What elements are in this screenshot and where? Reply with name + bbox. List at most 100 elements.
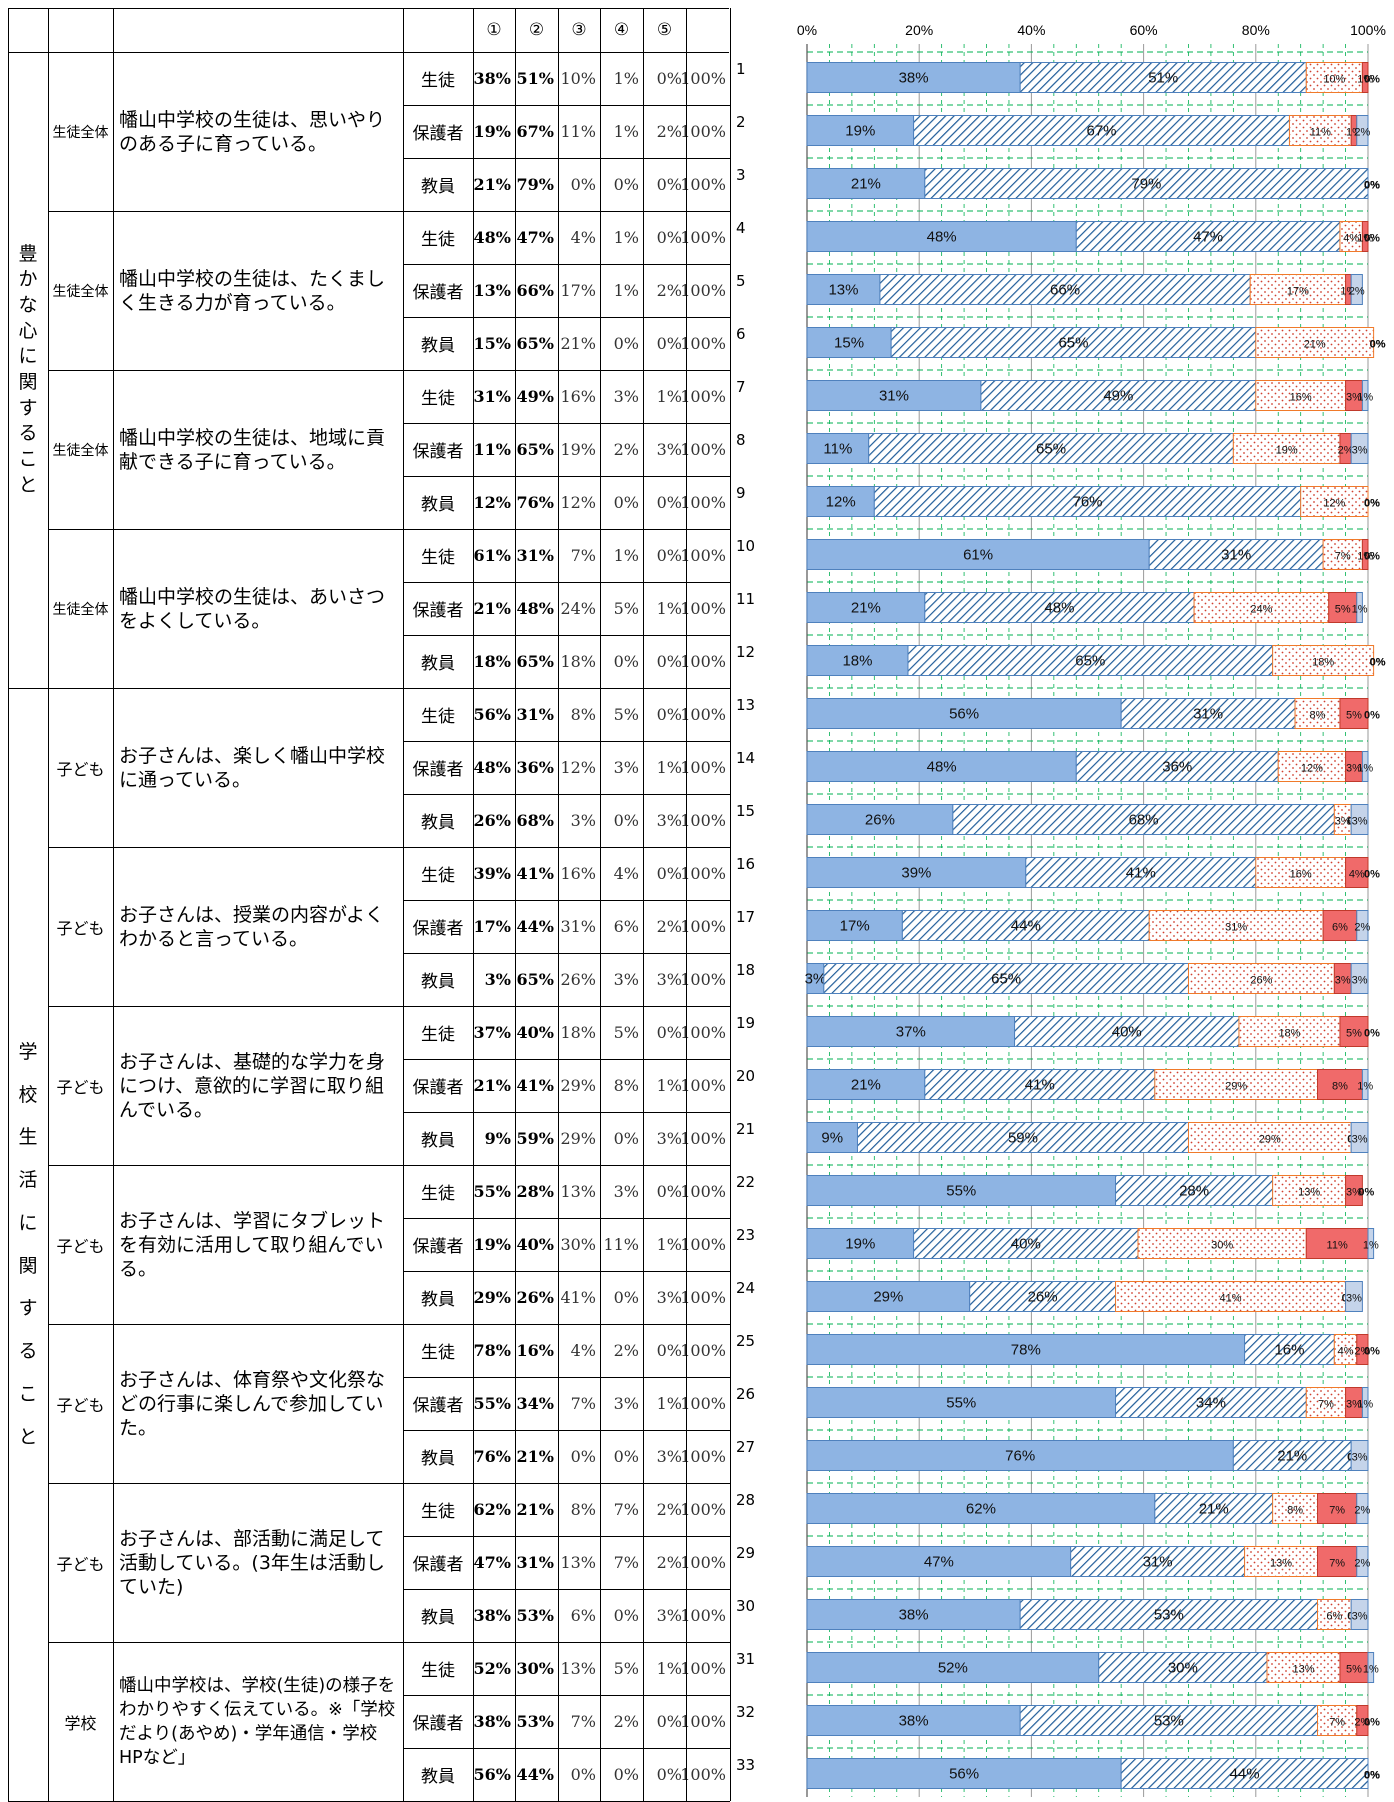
row-number: 2 [736,113,746,131]
choice-percentage: 30% [516,1659,554,1678]
choice-percentage: 3% [656,970,682,989]
data-label: 12% [826,494,856,511]
data-label: 17% [1287,286,1309,298]
choice-percentage: 3% [613,758,639,777]
section-label-char: な [18,294,38,317]
bar-segment [924,168,1369,199]
grid-line-h [48,846,730,848]
data-label: 24% [1250,604,1272,616]
choice-percentage: 1% [656,599,682,618]
choice-percentage: 38% [473,1712,511,1731]
data-label: 21% [1199,1501,1229,1518]
grid-line-h [48,1482,730,1484]
choice-percentage: 4% [613,864,639,883]
bar-segment [806,486,875,517]
choice-percentage: 2% [656,281,682,300]
data-label: 29% [1259,1134,1281,1146]
choice-percentage: 62% [473,1500,511,1519]
row-number: 21 [736,1120,756,1138]
total-percentage: 100% [680,334,726,353]
respondent-label: 保護者 [412,124,464,144]
row-number: 13 [736,696,756,714]
choice-percentage: 0% [613,493,639,512]
data-label: 1% [1363,1664,1379,1676]
choice-header: ① [486,20,502,40]
choice-percentage: 40% [516,1023,554,1042]
bar-segment [1115,1175,1274,1206]
data-label: 16% [1274,1342,1304,1359]
row-number: 12 [736,643,756,661]
choice-percentage: 3% [656,1129,682,1148]
data-label: 0% [1364,1028,1380,1040]
respondent-label: 生徒 [421,548,455,568]
section-label-char: す [18,396,38,419]
total-percentage: 100% [680,864,726,883]
choice-percentage: 0% [656,652,682,671]
bar-segment [1317,1599,1352,1630]
data-label: 66% [1050,282,1080,299]
choice-percentage: 3% [613,1394,639,1413]
bar-segment [1244,1334,1335,1365]
bar-segment [806,1016,1016,1047]
respondent-label: 教員 [421,495,455,515]
data-label: 52% [938,1660,968,1677]
data-label: 4% [1338,1346,1354,1358]
data-label: 3% [1335,816,1351,828]
data-label: 0% [1364,498,1380,510]
data-label: 53% [1154,1713,1184,1730]
bar-segment [1025,857,1257,888]
respondent-label: 保護者 [412,1714,464,1734]
choice-percentage: 3% [570,811,596,830]
choice-percentage: 13% [560,1659,596,1678]
data-label: 0% [1370,339,1386,351]
data-label: 3% [1352,1452,1368,1464]
respondent-label: 教員 [421,972,455,992]
data-label: 3% [805,971,827,988]
data-label: 47% [1193,229,1223,246]
data-label: 26% [865,812,895,829]
data-label: 31% [1225,922,1247,934]
choice-percentage: 21% [516,1500,554,1519]
section-label-char: と [18,473,38,496]
bar-segment [1305,1387,1347,1418]
bar-segment [1317,1546,1358,1577]
choice-percentage: 44% [516,917,554,936]
data-label: 11% [1310,127,1331,139]
choice-percentage: 51% [516,69,554,88]
row-number: 30 [736,1597,756,1615]
respondent-label: 教員 [421,177,455,197]
choice-percentage: 66% [516,281,554,300]
data-label: 29% [1225,1081,1247,1093]
choice-percentage: 7% [570,1712,596,1731]
question-text-content: お子さんは、部活動に満足して活動している。(3年生は活動していた) [119,1527,385,1598]
bar-segment [907,645,1274,676]
total-percentage: 100% [680,175,726,194]
choice-percentage: 5% [613,1023,639,1042]
bar-segment [1277,751,1347,782]
choice-percentage: 55% [473,1182,511,1201]
grid-line-h [48,1164,730,1166]
grid-line-h [48,1641,730,1643]
choice-percentage: 8% [613,1076,639,1095]
choice-percentage: 3% [484,970,511,989]
data-label: 41% [1025,1077,1055,1094]
choice-percentage: 19% [560,440,596,459]
respondent-label: 教員 [421,336,455,356]
bar-segment [1356,115,1369,146]
data-label: 21% [851,1077,881,1094]
choice-percentage: 0% [656,493,682,512]
total-percentage: 100% [680,440,726,459]
total-percentage: 100% [680,811,726,830]
grid-line-h [8,51,729,53]
choice-percentage: 16% [560,387,596,406]
data-label: 7% [1318,1399,1334,1411]
choice-percentage: 1% [656,387,682,406]
total-percentage: 100% [680,281,726,300]
data-label: 4% [1349,869,1365,881]
bar-segment [806,168,926,199]
choice-percentage: 48% [473,758,511,777]
bar-segment [1115,1387,1307,1418]
choice-percentage: 2% [656,917,682,936]
section-label-char: か [18,268,38,291]
total-percentage: 100% [680,228,726,247]
